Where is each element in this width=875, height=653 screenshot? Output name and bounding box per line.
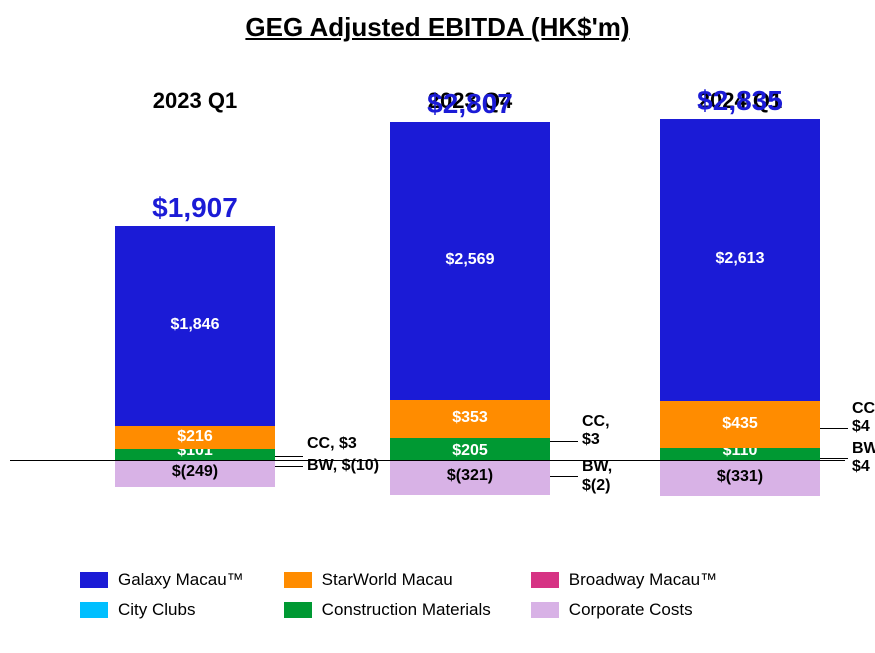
callout-label: BW, $(2) — [582, 458, 612, 495]
legend: Galaxy Macau™ StarWorld Macau Broadway Mac… — [80, 570, 717, 620]
baseline-rule — [10, 460, 845, 461]
legend-swatch — [284, 572, 312, 588]
legend-item-corporate: Corporate Costs — [531, 600, 717, 620]
legend-item-galaxy_macau: Galaxy Macau™ — [80, 570, 244, 590]
legend-item-broadway: Broadway Macau™ — [531, 570, 717, 590]
chart-area: 2023 Q1 $101 $216 $1,846 $(249) $1,907 CC, $3 B… — [55, 80, 835, 510]
legend-swatch — [531, 572, 559, 588]
legend-swatch — [80, 602, 108, 618]
callout-label: BW, $4 — [852, 440, 875, 477]
chart-title: GEG Adjusted EBITDA (HK$'m) — [0, 12, 875, 43]
total-label: $1,907 — [95, 192, 295, 224]
bar-segment-corporate: $(249) — [115, 460, 275, 487]
callout-leader — [820, 458, 848, 459]
callout-label: CC, $3 — [582, 413, 610, 450]
legend-swatch — [80, 572, 108, 588]
bar-segment-label: $(321) — [390, 467, 550, 485]
legend-item-city_clubs: City Clubs — [80, 600, 244, 620]
bar-segment-starworld: $216 — [115, 426, 275, 449]
legend-text: Corporate Costs — [569, 600, 693, 620]
bar-segment-corporate: $(321) — [390, 460, 550, 495]
callout-leader — [275, 456, 303, 457]
bar-segment-starworld: $353 — [390, 400, 550, 438]
bar-segment-corporate: $(331) — [660, 460, 820, 496]
legend-swatch — [284, 602, 312, 618]
period-label: 2023 Q1 — [95, 88, 295, 114]
legend-swatch — [531, 602, 559, 618]
bar-segment-label: $435 — [660, 415, 820, 433]
legend-item-construction: Construction Materials — [284, 600, 491, 620]
bar-segment-label: $2,569 — [390, 251, 550, 269]
callout-leader — [550, 476, 578, 477]
callout-label: CC, $3 — [307, 435, 357, 453]
bar-segment-construction: $101 — [115, 449, 275, 460]
bar-segment-galaxy_macau: $2,613 — [660, 119, 820, 401]
legend-text: Construction Materials — [322, 600, 491, 620]
callout-leader — [550, 441, 578, 442]
total-label: $2,835 — [640, 85, 840, 117]
bar-segment-construction: $110 — [660, 448, 820, 460]
bar-segment-starworld: $435 — [660, 401, 820, 448]
callout-leader — [275, 466, 303, 467]
legend-item-starworld: StarWorld Macau — [284, 570, 491, 590]
bar-segment-label: $216 — [115, 428, 275, 446]
bar-segment-label: $353 — [390, 409, 550, 427]
bar-segment-label: $1,846 — [115, 316, 275, 334]
callout-label: CC, $4 — [852, 400, 875, 437]
total-label: $2,807 — [370, 88, 570, 120]
bar-segment-galaxy_macau: $2,569 — [390, 122, 550, 399]
legend-text: Galaxy Macau™ — [118, 570, 244, 590]
bar-segment-label: $205 — [390, 442, 550, 460]
legend-text: StarWorld Macau — [322, 570, 453, 590]
callout-leader — [820, 428, 848, 429]
legend-text: City Clubs — [118, 600, 195, 620]
bar-segment-construction: $205 — [390, 438, 550, 460]
bar-segment-label: $(331) — [660, 468, 820, 486]
bar-segment-label: $2,613 — [660, 250, 820, 268]
bar-segment-galaxy_macau: $1,846 — [115, 226, 275, 425]
legend-text: Broadway Macau™ — [569, 570, 717, 590]
bar-segment-label: $(249) — [115, 463, 275, 481]
